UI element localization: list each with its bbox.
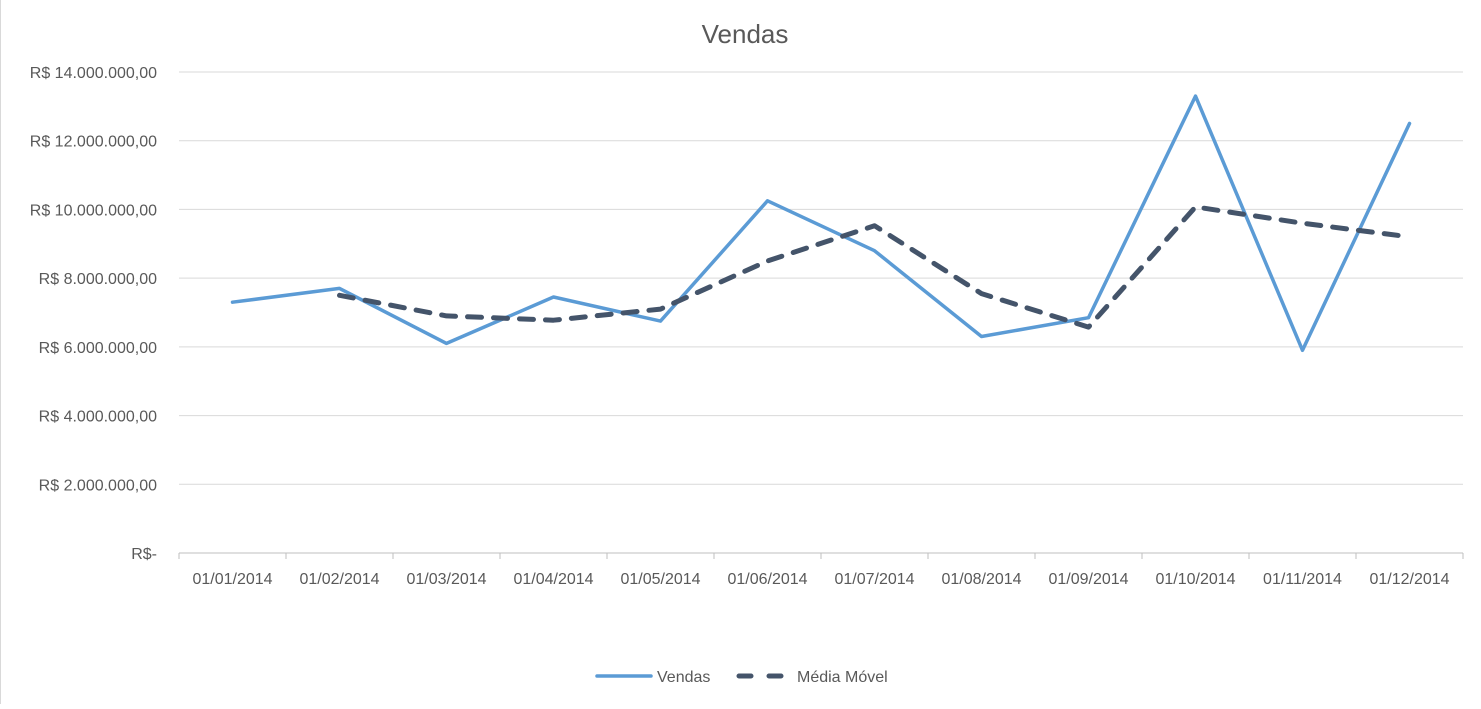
x-axis: 01/01/2014 01/02/2014 01/03/2014 01/04/2014… (178, 552, 1464, 588)
x-tick-label: 01/01/2014 (192, 571, 272, 588)
y-tick-label: R$ 8.000.000,00 (39, 271, 157, 288)
x-tick-label: 01/06/2014 (727, 571, 807, 588)
series-line-vendas (230, 94, 1412, 353)
y-tick-label: R$ 10.000.000,00 (30, 202, 157, 219)
x-tick-label: 01/08/2014 (941, 571, 1021, 588)
y-tick-label: R$ 6.000.000,00 (39, 340, 157, 357)
x-tick-label: 01/07/2014 (834, 571, 914, 588)
chart-title: Vendas (702, 19, 789, 49)
gridlines (179, 71, 1463, 485)
series-line-media-movel (337, 204, 1412, 330)
x-tick-label: 01/10/2014 (1155, 571, 1235, 588)
legend-item: Vendas (595, 669, 710, 686)
y-tick-label: R$ 14.000.000,00 (30, 65, 157, 82)
legend-label: Vendas (657, 669, 710, 686)
y-tick-label: R$ 12.000.000,00 (30, 134, 157, 151)
x-tick-label: 01/03/2014 (406, 571, 486, 588)
x-tick-label: 01/11/2014 (1263, 571, 1342, 588)
legend: Vendas Média Móvel (595, 669, 888, 686)
y-axis-tick-labels: R$- R$ 2.000.000,00 R$ 4.000.000,00 R$ 6.00… (30, 65, 157, 563)
series-lines (230, 94, 1412, 353)
x-tick-label: 01/04/2014 (513, 571, 593, 588)
x-tick-label: 01/02/2014 (299, 571, 379, 588)
y-tick-label: R$- (131, 546, 157, 563)
y-tick-label: R$ 2.000.000,00 (39, 477, 157, 494)
legend-item: Média Móvel (736, 669, 888, 686)
y-tick-label: R$ 4.000.000,00 (39, 409, 157, 426)
x-tick-label: 01/09/2014 (1048, 571, 1128, 588)
x-tick-label: 01/05/2014 (620, 571, 700, 588)
legend-label: Média Móvel (797, 669, 888, 686)
x-tick-label: 01/12/2014 (1369, 571, 1449, 588)
